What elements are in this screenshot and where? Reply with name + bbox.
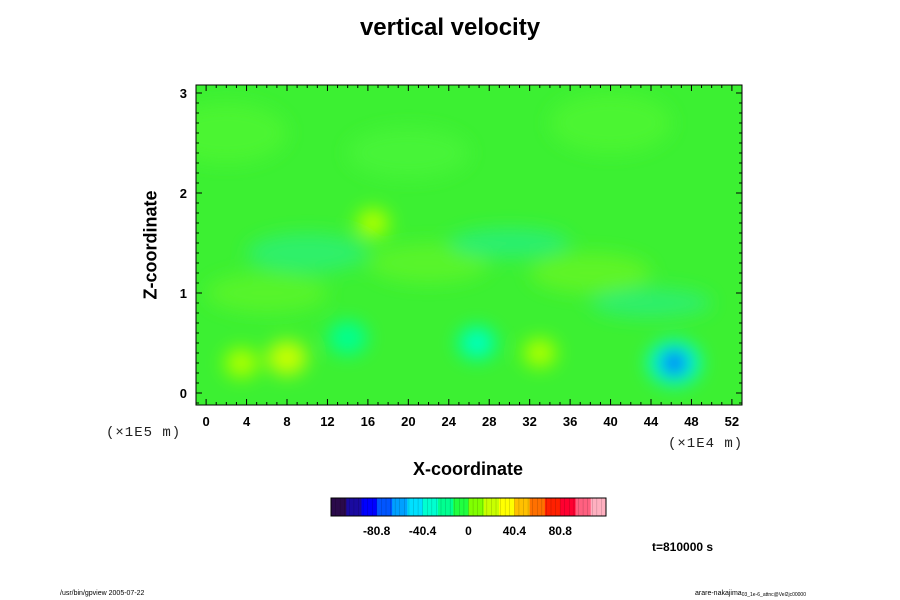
colorbar-cell <box>407 498 424 516</box>
x-tick-label: 28 <box>482 414 496 429</box>
colorbar-cell <box>560 498 576 516</box>
colorbar-cell <box>376 498 393 516</box>
z-axis-scale-note: (×1E5 m) <box>106 425 182 441</box>
time-label: t=810000 s <box>652 540 714 554</box>
x-tick-label: 4 <box>243 414 251 429</box>
field-patch <box>448 228 571 258</box>
z-tick-label: 1 <box>180 286 187 301</box>
field-patch <box>367 243 490 283</box>
x-tick-label: 16 <box>361 414 375 429</box>
field-patch <box>206 273 328 313</box>
field-feature-core <box>337 328 358 348</box>
field-patch <box>196 103 287 163</box>
colorbar-cell <box>361 498 378 516</box>
z-tick-label: 3 <box>180 86 187 101</box>
z-axis: 0 1 2 3 <box>180 86 742 404</box>
colorbar-cell <box>514 498 531 516</box>
footer-author-name: arare-nakajima <box>695 590 742 597</box>
field-feature-core <box>277 348 297 368</box>
x-axis: 0 4 8 12 16 20 24 28 32 36 40 44 48 52 <box>202 85 739 429</box>
x-tick-label: 12 <box>320 414 334 429</box>
x-tick-label: 0 <box>202 414 209 429</box>
colorbar-cell <box>483 498 500 516</box>
x-tick-label: 48 <box>684 414 698 429</box>
field-patch <box>347 128 470 178</box>
x-tick-label: 20 <box>401 414 415 429</box>
field-feature-core <box>363 214 383 232</box>
footer-command: /usr/bin/gpview 2005-07-22 <box>60 590 145 597</box>
colorbar-cell <box>544 498 561 516</box>
colorbar: -80.8 -40.4 0 40.4 80.8 <box>330 497 607 538</box>
colorbar-cell <box>331 498 347 516</box>
field-feature-core <box>661 350 688 376</box>
colorbar-cell <box>499 498 515 516</box>
field-patch <box>549 93 672 153</box>
colorbar-frame <box>330 497 607 517</box>
x-tick-label: 40 <box>603 414 617 429</box>
colorbar-tick-label: 80.8 <box>549 524 573 538</box>
field-patch <box>529 253 651 293</box>
z-tick-label: 0 <box>180 386 187 401</box>
colorbar-tick-label: -40.4 <box>409 524 437 538</box>
field-feature-core <box>530 344 549 362</box>
colorbar-tick-label: 0 <box>465 524 472 538</box>
colorbar-tick-label: 40.4 <box>503 524 527 538</box>
colorbar-cell <box>437 498 454 516</box>
x-tick-label: 36 <box>563 414 577 429</box>
colorbar-cell <box>529 498 546 516</box>
colorbar-cell <box>392 498 408 516</box>
x-tick-label: 44 <box>644 414 659 429</box>
x-axis-label: X-coordinate <box>412 459 523 479</box>
x-tick-label: 52 <box>725 414 739 429</box>
x-tick-label: 8 <box>283 414 290 429</box>
field-feature-core <box>466 333 488 353</box>
colorbar-cell <box>590 498 607 516</box>
field-patch <box>246 233 368 273</box>
plot-area <box>195 84 743 406</box>
x-tick-label: 24 <box>442 414 457 429</box>
z-axis-label: Z-coordinate <box>140 190 161 300</box>
colorbar-cell <box>346 498 363 516</box>
field-patch <box>590 288 712 318</box>
colorbar-cell <box>468 498 485 516</box>
field-features <box>196 93 712 386</box>
colorbar-cell <box>575 498 592 516</box>
z-tick-label: 2 <box>180 186 187 201</box>
x-tick-label: 32 <box>522 414 536 429</box>
footer-author: arare-nakajima03_1e-6_attnc@Vel2jc00000 <box>695 590 806 598</box>
field-feature-core <box>232 354 251 372</box>
chart-title: vertical velocity <box>359 14 541 41</box>
colorbar-tick-label: -80.8 <box>363 524 391 538</box>
footer-file-name: 03_1e-6_attnc@Vel2jc00000 <box>741 592 806 598</box>
x-axis-scale-note: (×1E4 m) <box>668 436 744 452</box>
colorbar-cell <box>422 498 439 516</box>
colorbar-cell <box>453 498 469 516</box>
